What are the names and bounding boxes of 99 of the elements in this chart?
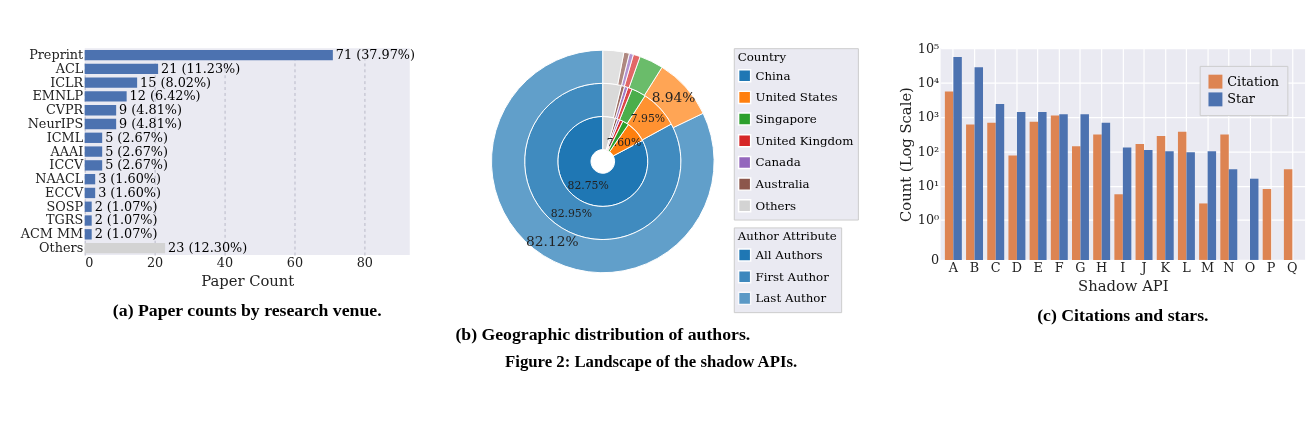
data-label: 15 (8.02%) (140, 74, 212, 90)
data-label: 2 (1.07%) (94, 226, 158, 242)
x-tick-label: C (990, 260, 1001, 276)
y-tick-label: 10⁴ (917, 75, 940, 90)
x-tick-label: H (1096, 260, 1108, 276)
x-tick-label: I (1120, 260, 1126, 276)
y-tick-label: Others (39, 240, 84, 256)
y-tick-label: EMNLP (32, 88, 84, 104)
bar (84, 173, 96, 185)
data-label: 9 (4.81%) (119, 102, 182, 118)
y-axis-title: Count (Log Scale) (896, 87, 914, 222)
y-tick-label: Preprint (29, 47, 85, 62)
data-label: 82.95% (550, 207, 593, 221)
x-tick-label: E (1033, 260, 1043, 276)
bar (84, 242, 166, 254)
x-tick-label: K (1160, 260, 1171, 276)
bar (84, 160, 103, 171)
y-tick-label: 10⁵ (917, 40, 940, 56)
bar (84, 118, 117, 130)
bar (84, 146, 103, 157)
legend-label: Star (1227, 91, 1256, 107)
bar (84, 132, 103, 143)
legend-label: United Kingdom (755, 133, 854, 148)
bar (84, 63, 159, 75)
data-label: 2 (1.07%) (94, 198, 158, 214)
data-label: 71 (37.97%) (335, 47, 415, 62)
legend-label: All Authors (754, 247, 823, 262)
legend-label: Citation (1227, 73, 1280, 89)
y-tick-label: NAACL (35, 171, 84, 187)
data-label: 3 (1.60%) (98, 171, 162, 187)
x-tick-label: 80 (356, 255, 373, 271)
y-tick-label: ICLR (50, 74, 84, 90)
y-tick-label: 10¹ (917, 178, 940, 194)
legend-label: China (755, 68, 791, 83)
legend-label: First Author (755, 269, 830, 284)
data-label: 5 (2.67%) (105, 157, 168, 173)
y-tick-label: 10² (917, 143, 940, 159)
y-tick-label: ICCV (49, 157, 84, 173)
legend-label: United States (755, 90, 838, 105)
y-tick-label: ACM MM (19, 226, 84, 242)
x-tick-label: B (969, 260, 980, 276)
y-tick-label: ACL (54, 60, 84, 76)
data-label: 2 (1.07%) (94, 212, 158, 228)
x-tick-label: D (1011, 260, 1023, 276)
x-tick-label: N (1223, 260, 1235, 276)
bar (84, 105, 117, 116)
x-tick-label: O (1244, 260, 1256, 276)
x-tick-label: 20 (146, 255, 164, 271)
y-tick-label: ICML (46, 129, 84, 145)
bar (84, 215, 92, 226)
x-tick-label: Q (1287, 260, 1298, 276)
bar (84, 201, 92, 212)
x-tick-label: A (947, 260, 959, 276)
data-label: 7.95% (630, 112, 666, 126)
bar (84, 187, 96, 199)
data-label: 5 (2.67%) (105, 129, 168, 145)
legend-label: Last Author (755, 291, 827, 306)
legend-label: Singapore (755, 112, 817, 127)
x-axis-title: Shadow API (1078, 276, 1169, 294)
legend-title: Country (737, 49, 787, 64)
data-label: 82.75% (567, 178, 609, 192)
x-tick-label: M (1201, 260, 1215, 276)
y-tick-label: ECCV (45, 184, 84, 200)
text: (b) Geographic distribution of authors. (455, 324, 751, 345)
y-tick-label: AAAI (49, 143, 84, 159)
x-tick-label: L (1182, 260, 1192, 276)
data-label: 12 (6.42%) (129, 88, 201, 104)
bar (84, 229, 92, 240)
caption: Figure 2: Landscape of the shadow APIs. (505, 352, 798, 372)
x-tick-label: P (1266, 260, 1276, 276)
bar (84, 49, 333, 61)
x-tick-label: 40 (216, 255, 234, 271)
data-label: 82.12% (526, 232, 579, 249)
legend-label: Canada (755, 155, 801, 170)
x-tick-label: F (1054, 260, 1064, 276)
y-tick-label: 10⁰ (917, 211, 940, 227)
data-label: 5 (2.67%) (105, 143, 168, 159)
x-axis-title: Paper Count (201, 272, 295, 290)
data-label: 9 (4.81%) (119, 115, 182, 131)
data-label: 3 (1.60%) (98, 184, 162, 200)
bar (84, 77, 138, 88)
x-tick-label: J (1139, 260, 1147, 276)
data-label: 23 (12.30%) (168, 240, 248, 256)
legend-label: Australia (754, 177, 810, 192)
bar (84, 91, 127, 102)
x-tick-label: G (1075, 260, 1086, 276)
x-tick-label: 60 (286, 255, 304, 271)
text: Author Attribute (736, 229, 837, 244)
y-tick-label: TGRS (46, 212, 84, 228)
y-tick-label: CVPR (45, 102, 84, 118)
text: (c) Citations and stars. (1037, 305, 1209, 325)
y-tick-label: NeurIPS (27, 115, 84, 131)
data-label: 8.94% (651, 89, 696, 106)
x-tick-label: 0 (85, 255, 94, 271)
legend-label: Others (755, 198, 797, 213)
text: (a) Paper counts by research venue. (112, 300, 382, 321)
data-label: 21 (11.23%) (161, 60, 241, 76)
y-tick-label: 10³ (917, 109, 940, 125)
y-tick-label: SOSP (46, 198, 84, 214)
